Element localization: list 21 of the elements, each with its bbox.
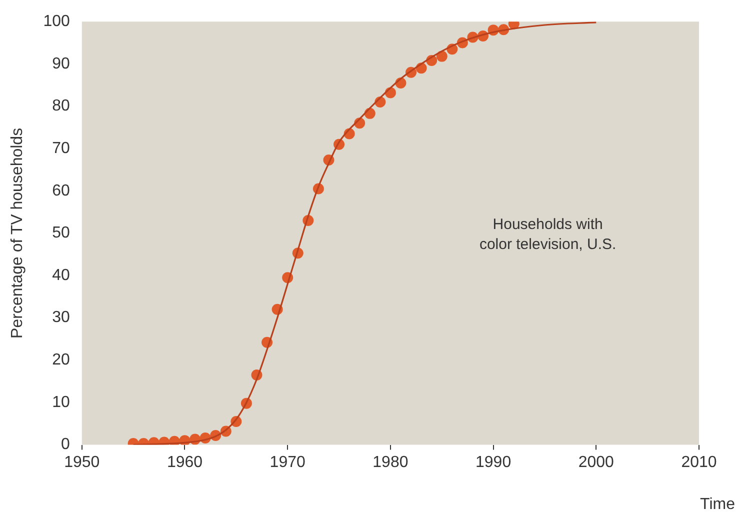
x-tick-label: 1960 [166, 454, 203, 471]
y-tick-label: 30 [52, 309, 70, 326]
y-tick-label: 60 [52, 182, 70, 200]
y-tick-label: 20 [52, 352, 70, 369]
x-axis-title: Time [700, 496, 736, 513]
y-tick-label: 70 [52, 140, 70, 157]
y-tick-label: 80 [52, 98, 70, 115]
x-tick-label: 1980 [372, 454, 408, 471]
x-tick-label: 1990 [476, 454, 512, 471]
y-axis-title: Percentage of TV households [9, 128, 26, 338]
y-tick-label: 100 [43, 13, 70, 30]
x-tick-label: 1950 [64, 454, 100, 471]
x-tick-label: 1970 [270, 454, 306, 471]
y-tick-label: 10 [52, 394, 70, 411]
y-tick-label: 40 [52, 266, 70, 284]
x-tick-label: 2010 [681, 454, 717, 471]
x-tick-label: 2000 [578, 454, 614, 471]
y-tick-label: 0 [60, 436, 70, 454]
annotation: Households with color television, U.S. [479, 216, 616, 253]
y-tick-label: 90 [52, 55, 70, 72]
y-tick-label: 50 [52, 224, 70, 242]
